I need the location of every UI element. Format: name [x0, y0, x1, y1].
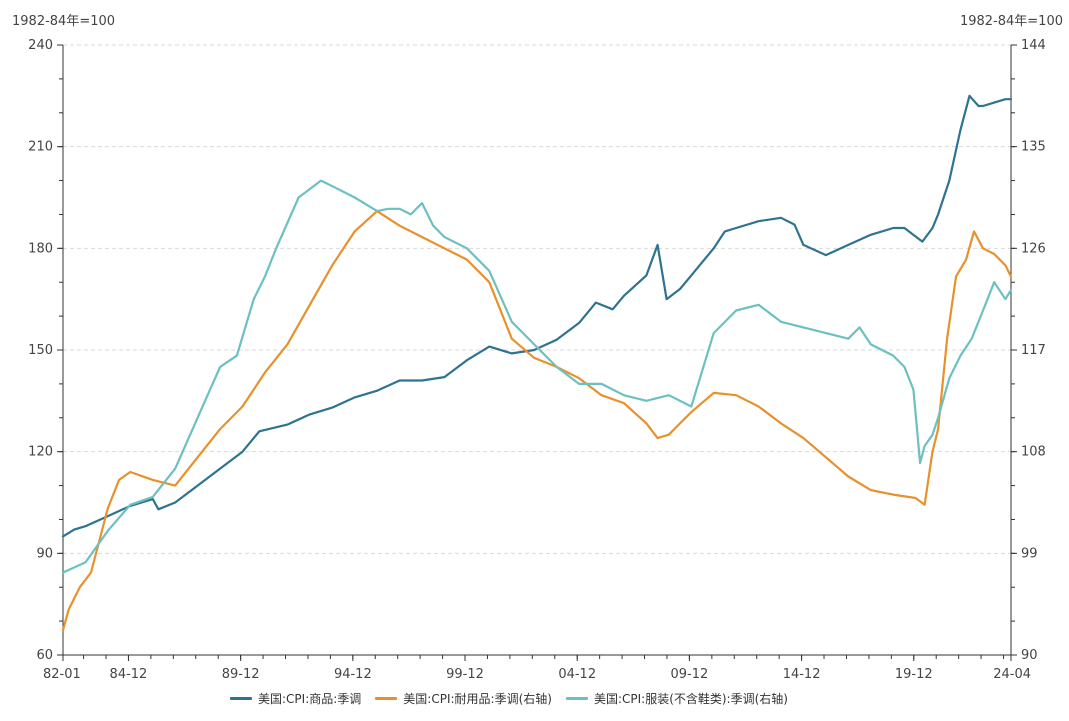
right-axis-tick-label: 135: [1021, 140, 1046, 155]
series-line-1: [61, 210, 1013, 632]
left-axis-ticks: 60 90 120 150 180 210 240: [28, 38, 53, 663]
legend-label-goods: 美国:CPI:商品:季调: [258, 692, 362, 706]
x-axis-tick-label: 99-12: [446, 667, 484, 682]
right-axis-tick-label: 126: [1021, 241, 1046, 256]
x-axis-tick-label: 24-04: [993, 667, 1031, 682]
x-axis-tick-label: 89-12: [222, 667, 260, 682]
right-axis-ticks: 90 99 108 117 126 135 144: [1021, 38, 1046, 663]
x-axis-tick-label: 09-12: [671, 667, 709, 682]
legend-swatch-apparel: [565, 697, 588, 700]
series-lines: [61, 94, 1013, 632]
legend-label-apparel: 美国:CPI:服装(不含鞋类):季调(右轴): [593, 692, 788, 706]
x-axis-tick-label: 84-12: [110, 667, 148, 682]
x-axis-tick-label: 14-12: [783, 667, 821, 682]
right-axis-unit-label: 1982-84年=100: [959, 14, 1063, 29]
left-axis-tick-label: 150: [28, 343, 53, 358]
legend-swatch-goods: [230, 697, 252, 700]
x-axis-ticks: 82-01 84-12 89-12 94-12 99-12 04-12 09-12 14-12…: [43, 667, 1031, 682]
left-axis-tick-label: 240: [28, 38, 53, 53]
legend-item-apparel: 美国:CPI:服装(不含鞋类):季调(右轴): [565, 690, 788, 707]
legend-item-durables: 美国:CPI:耐用品:季调(右轴): [375, 690, 552, 707]
legend-swatch-durables: [375, 697, 398, 700]
left-axis-unit-label: 1982-84年=100: [12, 14, 116, 29]
left-axis-tick-label: 90: [36, 546, 53, 561]
series-line-0: [61, 94, 1013, 538]
x-axis-tick-label: 94-12: [334, 667, 372, 682]
left-axis-tick-label: 120: [28, 445, 53, 460]
left-axis-tick-label: 180: [28, 241, 53, 256]
x-axis-tick-label: 82-01: [43, 667, 81, 682]
right-axis-tick-label: 144: [1021, 38, 1046, 53]
x-axis-tick-label: 19-12: [895, 667, 933, 682]
series-line-2: [61, 179, 1013, 574]
left-axis-tick-label: 60: [36, 648, 53, 663]
right-axis-tick-label: 117: [1021, 343, 1046, 358]
x-axis-tick-label: 04-12: [558, 667, 596, 682]
right-axis-tick-label: 90: [1021, 648, 1038, 663]
right-axis-tick-label: 99: [1021, 546, 1038, 561]
chart-legend: 美国:CPI:商品:季调 美国:CPI:耐用品:季调(右轴) 美国:CPI:服装…: [230, 690, 802, 707]
gridlines: [63, 44, 1011, 554]
legend-item-goods: 美国:CPI:商品:季调: [230, 690, 361, 707]
legend-label-durables: 美国:CPI:耐用品:季调(右轴): [403, 692, 552, 706]
axes: [57, 44, 1017, 661]
right-axis-tick-label: 108: [1021, 445, 1046, 460]
left-axis-tick-label: 210: [28, 140, 53, 155]
